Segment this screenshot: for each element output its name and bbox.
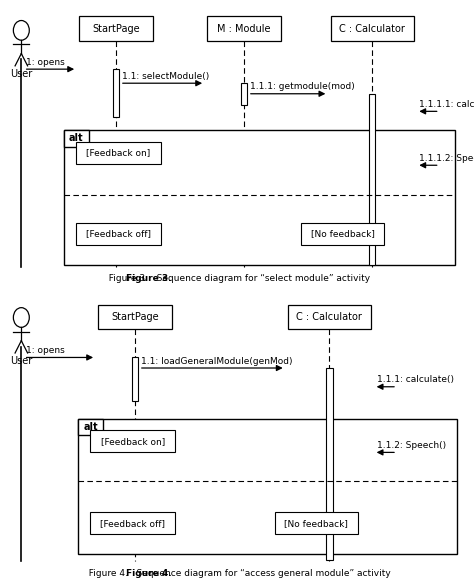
Text: StartPage: StartPage	[111, 312, 159, 322]
Text: Figure 4.: Figure 4.	[126, 568, 171, 578]
Text: alt: alt	[83, 422, 98, 432]
Bar	[64, 130, 455, 265]
Text: [Feedback on]: [Feedback on]	[100, 437, 165, 446]
Bar	[301, 223, 384, 245]
Bar	[326, 368, 332, 560]
Bar	[369, 94, 375, 265]
Bar	[90, 512, 175, 534]
Bar	[98, 305, 172, 329]
Text: [Feedback off]: [Feedback off]	[100, 519, 165, 528]
Bar	[90, 430, 175, 452]
Text: [Feedback on]: [Feedback on]	[86, 148, 151, 158]
Text: alt: alt	[69, 133, 83, 144]
Bar	[331, 16, 413, 41]
Text: Figure 4.   Sequence diagram for “access general module” activity: Figure 4. Sequence diagram for “access g…	[83, 568, 391, 578]
Text: C : Calculator: C : Calculator	[297, 312, 362, 322]
Text: C : Calculator: C : Calculator	[339, 23, 405, 34]
Text: [Feedback off]: [Feedback off]	[86, 229, 151, 239]
Text: 1.1: selectModule(): 1.1: selectModule()	[122, 72, 209, 81]
Bar	[207, 16, 281, 41]
Text: Figure 3.: Figure 3.	[126, 274, 171, 283]
Text: 1.1.1: getmodule(mod): 1.1.1: getmodule(mod)	[250, 83, 355, 91]
Text: 1: opens: 1: opens	[26, 346, 65, 355]
Text: Figure 3.   Sequence diagram for “select module” activity: Figure 3. Sequence diagram for “select m…	[103, 274, 371, 283]
Text: User: User	[10, 69, 32, 79]
Bar	[288, 305, 371, 329]
Text: 1.1.1.2: Speech(): 1.1.1.2: Speech()	[419, 154, 474, 163]
Bar	[113, 69, 119, 117]
Text: StartPage: StartPage	[92, 23, 140, 34]
Text: 1.1.1: calculate(): 1.1.1: calculate()	[376, 376, 454, 384]
Text: [No feedback]: [No feedback]	[284, 519, 348, 528]
Bar	[275, 512, 358, 534]
Text: User: User	[10, 356, 32, 366]
Text: [No feedback]: [No feedback]	[310, 229, 374, 239]
Text: 1.1: loadGeneralModule(genMod): 1.1: loadGeneralModule(genMod)	[141, 357, 292, 366]
Bar	[241, 83, 247, 105]
Bar	[76, 223, 161, 245]
Text: M : Module: M : Module	[218, 23, 271, 34]
Text: 1.1.1.1: calculate(): 1.1.1.1: calculate()	[419, 100, 474, 109]
Bar	[76, 142, 161, 164]
Bar	[79, 16, 153, 41]
Bar	[78, 419, 103, 435]
Bar	[132, 357, 138, 401]
Bar	[78, 419, 457, 554]
Text: 1: opens: 1: opens	[26, 58, 65, 67]
Text: 1.1.2: Speech(): 1.1.2: Speech()	[376, 441, 446, 450]
Bar	[64, 130, 89, 146]
